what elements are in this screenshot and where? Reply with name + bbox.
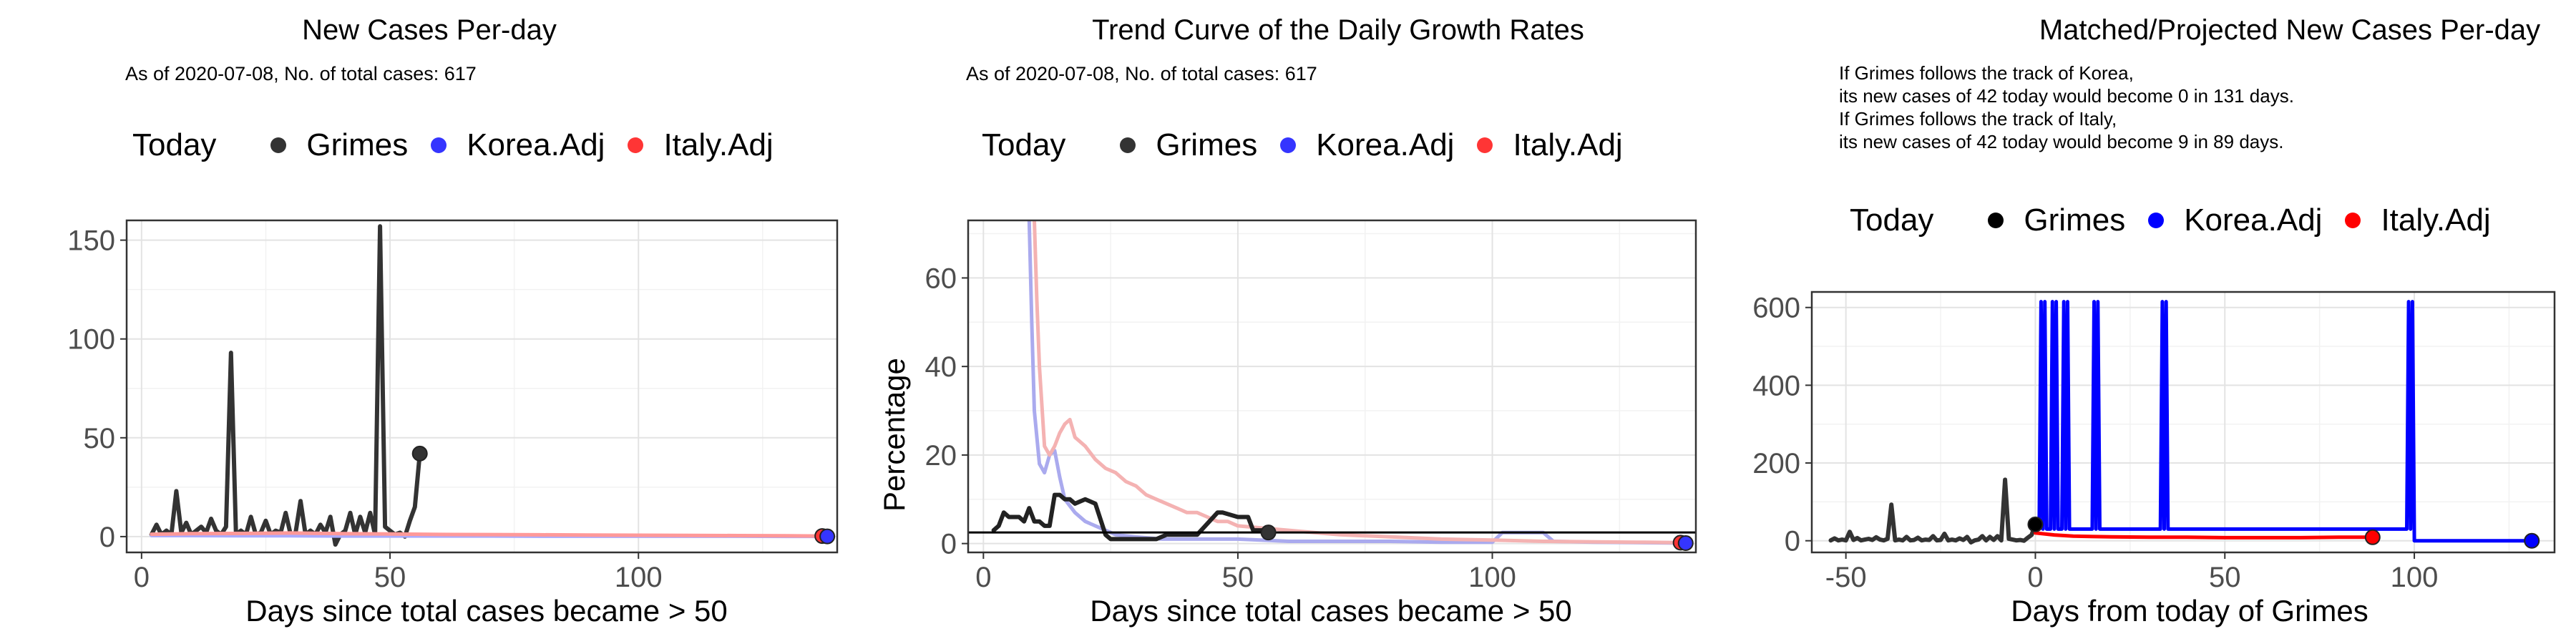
- x-tick-label: 50: [2209, 562, 2241, 593]
- x-tick-label: 0: [134, 562, 150, 593]
- legend-title: Today: [132, 127, 217, 162]
- plot-border: [125, 219, 839, 554]
- legend-label-italy: Italy.Adj: [1513, 127, 1623, 162]
- note-line: its new cases of 42 today would become 0…: [1839, 85, 2294, 107]
- series-line-grimes: [991, 492, 1271, 542]
- today-point-italy-adj: [2364, 529, 2381, 545]
- today-point-korea-adj: [2524, 532, 2540, 549]
- x-tick-label: -50: [1825, 562, 1867, 593]
- series-group: [991, 220, 1688, 545]
- y-tick-label: 40: [925, 351, 957, 383]
- x-tick-label: 100: [615, 562, 663, 593]
- legend-label-italy: Italy.Adj: [663, 127, 774, 162]
- series-group: [149, 224, 829, 547]
- legend-label-korea: Korea.Adj: [1316, 127, 1455, 162]
- chart-subtitle: As of 2020-07-08, No. of total cases: 61…: [125, 63, 477, 84]
- series-line-grimes: [1828, 477, 2038, 545]
- y-tick-label: 400: [1752, 370, 1800, 401]
- legend-label-grimes: Grimes: [1156, 127, 1258, 162]
- today-point-grimes: [1260, 525, 1277, 541]
- legend-key-grimes: [1988, 213, 2004, 228]
- legend-label-grimes: Grimes: [2024, 203, 2126, 238]
- chart-title: Matched/Projected New Cases Per-day: [2039, 14, 2541, 46]
- x-axis-label: Days from today of Grimes: [2011, 594, 2368, 628]
- note-line: If Grimes follows the track of Italy,: [1839, 108, 2117, 130]
- projection-notes: If Grimes follows the track of Korea, it…: [1839, 62, 2294, 153]
- plot-border: [967, 219, 1697, 554]
- note-line: If Grimes follows the track of Korea,: [1839, 62, 2134, 84]
- legend-label-grimes: Grimes: [306, 127, 409, 162]
- series-line-italy-adj: [2034, 531, 2375, 540]
- today-point-grimes: [411, 445, 428, 462]
- plot-border: [1810, 291, 2556, 554]
- series-group: [1828, 300, 2534, 545]
- chart-panel-projected: Matched/Projected New Cases Per-day If G…: [1717, 0, 2576, 644]
- x-tick-label: 0: [975, 562, 991, 593]
- legend-key-italy: [2345, 213, 2361, 228]
- y-tick-label: 60: [925, 263, 957, 294]
- x-tick-label: 100: [1468, 562, 1516, 593]
- note-line: its new cases of 42 today would become 9…: [1839, 131, 2284, 152]
- series-line-korea-adj: [1027, 220, 1688, 545]
- series-line-italy-adj: [150, 531, 824, 538]
- y-tick-label: 0: [941, 529, 957, 560]
- x-tick-label: 0: [2027, 562, 2043, 593]
- legend-title: Today: [982, 127, 1066, 162]
- legend-key-italy: [1477, 137, 1493, 153]
- x-tick-label: 100: [2391, 562, 2439, 593]
- y-tick-label: 0: [99, 522, 115, 553]
- y-tick-label: 600: [1752, 293, 1800, 324]
- legend-label-korea: Korea.Adj: [2184, 203, 2323, 238]
- legend-label-italy: Italy.Adj: [2381, 203, 2491, 238]
- x-axis-label: Days since total cases became > 50: [245, 594, 728, 628]
- chart-title: Trend Curve of the Daily Growth Rates: [1092, 14, 1584, 46]
- y-axis-label: Percentage: [877, 358, 911, 512]
- legend-key-korea: [1280, 137, 1297, 153]
- chart-panel-new-cases: New Cases Per-day As of 2020-07-08, No. …: [0, 0, 859, 644]
- legend-label-korea: Korea.Adj: [467, 127, 605, 162]
- legend-key-korea: [2148, 213, 2165, 228]
- chart-subtitle: As of 2020-07-08, No. of total cases: 61…: [966, 63, 1317, 84]
- legend-key-grimes: [1120, 137, 1136, 153]
- chart-legend: Today Grimes Korea.Adj Italy.Adj: [982, 127, 1623, 163]
- plot-projected: -50 0 50 100 0 200 400 600: [1752, 291, 2556, 593]
- x-tick-label: 50: [374, 562, 406, 593]
- chart-panel-growth-rates: Trend Curve of the Daily Growth Rates As…: [859, 0, 1717, 644]
- legend-title: Today: [1850, 203, 1934, 238]
- y-tick-label: 100: [67, 324, 115, 356]
- today-point-korea-adj: [1677, 535, 1694, 552]
- today-point-grimes: [2027, 516, 2044, 532]
- x-tick-label: 50: [1222, 562, 1254, 593]
- plot-growth-rates: 0 50 100 0 20 40 60: [925, 219, 1697, 593]
- chart-title: New Cases Per-day: [302, 14, 557, 46]
- x-axis-label: Days since total cases became > 50: [1090, 594, 1572, 628]
- y-tick-label: 150: [67, 225, 115, 257]
- series-line-korea-adj: [2034, 300, 2534, 543]
- legend-key-italy: [628, 137, 644, 153]
- y-tick-label: 20: [925, 440, 957, 472]
- plot-new-cases: 0 50 100 0 50 100 150: [67, 219, 839, 593]
- legend-key-korea: [431, 137, 447, 153]
- series-line-grimes: [149, 224, 422, 547]
- y-tick-label: 50: [84, 423, 116, 454]
- y-tick-label: 200: [1752, 448, 1800, 479]
- chart-legend: Today Grimes Korea.Adj Italy.Adj: [132, 127, 774, 163]
- chart-legend: Today Grimes Korea.Adj Italy.Adj: [1850, 203, 2491, 238]
- legend-key-grimes: [270, 137, 287, 153]
- series-line-italy-adj: [1033, 220, 1683, 545]
- today-point-korea-adj: [819, 528, 836, 545]
- y-tick-label: 0: [1785, 526, 1800, 557]
